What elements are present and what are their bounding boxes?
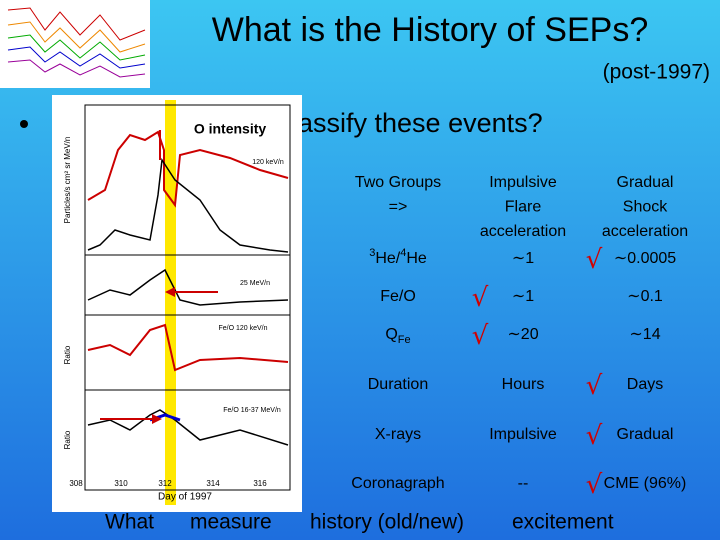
gradual-cell: ∼0.0005	[614, 250, 676, 267]
footer-text: excitement	[512, 511, 614, 534]
y-axis-label: Particles/s cm² sr MeV/n	[63, 137, 72, 224]
check-mark: √	[586, 371, 603, 401]
label-part: X-rays	[375, 426, 421, 443]
label-part: 3	[369, 247, 375, 259]
impulsive-cell: Hours	[502, 376, 545, 393]
gradual-cell: ∼14	[629, 326, 660, 343]
gradual-cell: ∼0.1	[627, 288, 663, 305]
row-label: QFe	[385, 326, 410, 346]
gradual-cell: Gradual	[617, 426, 674, 443]
footer: What measure history (old/new) excitement	[105, 511, 614, 534]
figure-title: O intensity	[194, 121, 267, 137]
label-part: Duration	[368, 376, 428, 393]
label-part: He	[406, 250, 427, 267]
y-axis-label: Ratio	[63, 430, 72, 449]
footer-text: measure	[190, 511, 272, 534]
row-label: Duration	[368, 376, 428, 393]
check-mark: √	[586, 421, 603, 451]
header-cell: Shock	[623, 199, 668, 216]
label-part: 4	[400, 247, 406, 259]
row-label: Coronagraph	[351, 475, 444, 492]
gradual-cell: Days	[627, 376, 663, 393]
impulsive-cell: ∼1	[512, 288, 534, 305]
curve-label: 25 MeV/n	[240, 280, 270, 287]
label-part: Fe	[398, 334, 411, 346]
footer-text: history (old/new)	[310, 511, 464, 534]
label-part: Q	[385, 326, 397, 343]
label-part: He/	[375, 250, 400, 267]
figure-labels: 308 310 312 314 316 Particles/s cm² sr MeV/n R…	[63, 137, 284, 488]
row-label: X-rays	[375, 426, 421, 443]
header-cell: Impulsive	[489, 174, 557, 191]
curve-label: 120 keV/n	[252, 159, 284, 166]
subtitle: (post-1997)	[603, 61, 710, 84]
curve-label: Fe/O 120 keV/n	[218, 325, 267, 332]
row-label: 3He/4He	[369, 247, 427, 267]
impulsive-cell: --	[518, 475, 529, 492]
header-cell: acceleration	[602, 223, 688, 240]
footer-text: What	[105, 511, 154, 534]
label-part: Coronagraph	[351, 475, 444, 492]
header-cell: acceleration	[480, 223, 566, 240]
thumbnail	[0, 0, 150, 88]
header-cell: Two Groups	[355, 174, 441, 191]
x-tick-label: 316	[253, 479, 267, 488]
check-mark: √	[586, 245, 603, 275]
header-cell: =>	[389, 199, 408, 216]
check-mark: √	[586, 470, 603, 500]
x-tick-label: 312	[158, 479, 172, 488]
impulsive-cell: Impulsive	[489, 426, 557, 443]
header-cell: Gradual	[617, 174, 674, 191]
x-tick-label: 308	[69, 479, 83, 488]
table: Two Groups => Impulsive Flare acceleration Gr…	[351, 174, 688, 500]
check-mark: √	[472, 321, 489, 351]
row-label: Fe/O	[380, 288, 416, 305]
x-tick-label: 310	[114, 479, 128, 488]
x-tick-label: 314	[206, 479, 220, 488]
gradual-cell: CME (96%)	[604, 475, 687, 492]
check-mark: √	[472, 283, 489, 313]
impulsive-cell: ∼1	[512, 250, 534, 267]
curve-label: Fe/O 16-37 MeV/n	[223, 407, 281, 414]
label-part: Fe/O	[380, 288, 416, 305]
figure: O intensity Day of 1997	[52, 95, 302, 512]
header-cell: Flare	[505, 199, 542, 216]
x-axis-label: Day of 1997	[158, 492, 212, 503]
bullet-text: assify these events?	[298, 108, 543, 138]
bullet-dot	[20, 120, 28, 128]
impulsive-cell: ∼20	[507, 326, 538, 343]
y-axis-label: Ratio	[63, 345, 72, 364]
title: What is the History of SEPs?	[212, 11, 649, 49]
